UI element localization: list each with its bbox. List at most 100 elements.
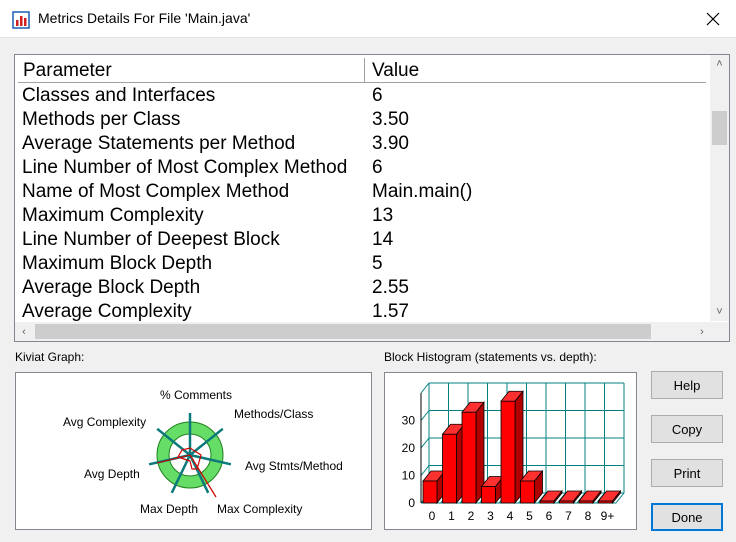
done-button[interactable]: Done xyxy=(651,503,723,531)
y-tick-label: 0 xyxy=(408,496,415,510)
kiviat-axis-label: Max Complexity xyxy=(217,502,302,516)
table-row[interactable]: Average Statements per Method 3.90 xyxy=(18,132,706,156)
histogram-panel: 0 10 20 30 0 1 2 3 4 5 6 7 8 9+ xyxy=(384,372,637,530)
horizontal-scrollbar[interactable]: ‹ › xyxy=(15,322,729,341)
table-body: Classes and Interfaces 6 Methods per Class… xyxy=(18,84,706,321)
parameter-cell: Average Statements per Method xyxy=(22,133,296,154)
scroll-right-icon[interactable]: › xyxy=(700,325,704,338)
x-tick-label: 1 xyxy=(448,509,455,523)
parameter-cell: Name of Most Complex Method xyxy=(22,181,290,202)
value-cell: Main.main() xyxy=(372,181,473,202)
title-bar: Metrics Details For File 'Main.java' xyxy=(0,0,736,38)
table-row[interactable]: Line Number of Deepest Block 14 xyxy=(18,228,706,252)
table-row[interactable]: Average Block Depth 2.55 xyxy=(18,276,706,300)
x-tick-label: 3 xyxy=(487,509,494,523)
horizontal-scroll-thumb[interactable] xyxy=(35,324,651,339)
value-cell: 5 xyxy=(372,253,383,274)
x-tick-label: 6 xyxy=(546,509,553,523)
metrics-table[interactable]: Parameter Value Classes and Interfaces 6 M… xyxy=(14,54,730,342)
value-cell: 1.57 xyxy=(372,301,409,321)
x-tick-label: 5 xyxy=(526,509,533,523)
copy-button[interactable]: Copy xyxy=(651,415,723,443)
app-icon xyxy=(12,11,30,29)
grid-line xyxy=(420,382,430,394)
parameter-cell: Maximum Block Depth xyxy=(22,253,213,274)
x-tick-label: 8 xyxy=(585,509,592,523)
value-cell: 2.55 xyxy=(372,277,409,298)
histogram-bar xyxy=(481,486,496,504)
kiviat-axis-label: % Comments xyxy=(160,388,232,402)
histogram-bar xyxy=(500,400,516,504)
parameter-cell: Average Complexity xyxy=(22,301,192,321)
kiviat-axis-line xyxy=(189,427,224,456)
x-tick-label: 4 xyxy=(507,509,514,523)
histogram-bar xyxy=(461,411,477,504)
kiviat-axis-line xyxy=(156,427,191,456)
x-tick-label: 2 xyxy=(468,509,475,523)
window-title: Metrics Details For File 'Main.java' xyxy=(38,10,251,26)
kiviat-graph: % Comments Methods/Class Avg Stmts/Metho… xyxy=(63,388,343,516)
table-row[interactable]: Line Number of Most Complex Method 6 xyxy=(18,156,706,180)
x-tick-label: 7 xyxy=(565,509,572,523)
print-button[interactable]: Print xyxy=(651,459,723,487)
scroll-down-icon[interactable]: ˅ xyxy=(716,306,723,318)
parameter-cell: Methods per Class xyxy=(22,109,181,130)
value-cell: 6 xyxy=(372,157,383,178)
y-tick-label: 10 xyxy=(402,469,416,483)
kiviat-axis-line xyxy=(170,454,192,494)
grid-line xyxy=(420,465,430,476)
scroll-left-icon[interactable]: ‹ xyxy=(22,325,26,338)
close-button[interactable] xyxy=(690,0,736,38)
y-tick-label: 20 xyxy=(402,441,416,455)
histogram-bar xyxy=(598,500,613,504)
table-header: Parameter Value xyxy=(18,58,706,83)
histogram-label: Block Histogram (statements vs. depth): xyxy=(384,350,597,364)
table-row[interactable]: Maximum Complexity 13 xyxy=(18,204,706,228)
kiviat-axis-label: Avg Stmts/Method xyxy=(245,459,343,473)
scroll-up-icon[interactable]: ˄ xyxy=(716,58,723,70)
table-row[interactable]: Name of Most Complex Method Main.main() xyxy=(18,180,706,204)
kiviat-axis-label: Methods/Class xyxy=(234,407,313,421)
parameter-cell: Maximum Complexity xyxy=(22,205,204,226)
histogram-bar xyxy=(442,433,457,504)
histogram-bar xyxy=(422,480,438,504)
histogram-bar xyxy=(578,500,594,504)
column-header-value[interactable]: Value xyxy=(372,60,420,81)
grid-line xyxy=(420,410,430,421)
table-row[interactable]: Maximum Block Depth 5 xyxy=(18,252,706,276)
y-tick-label: 30 xyxy=(402,414,416,428)
value-cell: 13 xyxy=(372,205,394,226)
vertical-scroll-thumb[interactable] xyxy=(712,111,727,145)
parameter-cell: Average Block Depth xyxy=(22,277,201,298)
kiviat-axis-label: Avg Depth xyxy=(84,467,140,481)
kiviat-axis-line xyxy=(189,453,232,466)
value-cell: 6 xyxy=(372,85,383,106)
x-tick-label: 0 xyxy=(429,509,436,523)
value-cell: 3.50 xyxy=(372,109,409,130)
grid-line xyxy=(615,492,625,504)
table-row[interactable]: Methods per Class 3.50 xyxy=(18,108,706,132)
parameter-cell: Line Number of Most Complex Method xyxy=(22,157,348,178)
kiviat-label: Kiviat Graph: xyxy=(15,350,85,364)
histogram-bar xyxy=(559,500,574,504)
value-cell: 3.90 xyxy=(372,133,409,154)
kiviat-graph-panel: % Comments Methods/Class Avg Stmts/Metho… xyxy=(15,372,372,530)
value-cell: 14 xyxy=(372,229,394,250)
table-row[interactable]: Average Complexity 1.57 xyxy=(18,300,706,321)
parameter-cell: Classes and Interfaces xyxy=(22,85,216,106)
kiviat-spike xyxy=(156,454,191,464)
kiviat-spike xyxy=(189,454,217,498)
parameter-cell: Line Number of Deepest Block xyxy=(22,229,280,250)
table-row[interactable]: Classes and Interfaces 6 xyxy=(18,84,706,108)
x-tick-label: 9+ xyxy=(601,509,615,523)
kiviat-axis-line xyxy=(188,454,210,494)
kiviat-polygon xyxy=(177,447,202,470)
column-header-parameter[interactable]: Parameter xyxy=(18,58,365,83)
grid-line xyxy=(420,437,430,449)
kiviat-axis-label: Max Depth xyxy=(140,502,198,516)
histogram-bar xyxy=(520,480,535,504)
vertical-scrollbar[interactable]: ˄ ˅ xyxy=(710,55,729,321)
histogram-bar xyxy=(539,500,555,504)
help-button[interactable]: Help xyxy=(651,371,723,399)
